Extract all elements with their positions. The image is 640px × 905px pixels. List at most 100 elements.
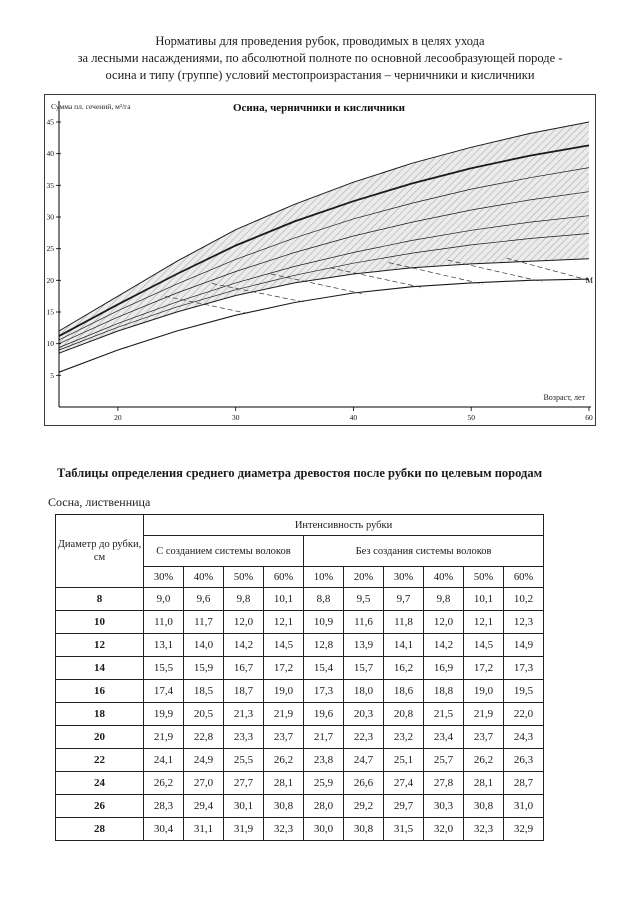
value-cell: 16,2 — [383, 656, 424, 680]
value-cell: 13,1 — [143, 633, 184, 657]
value-cell: 28,7 — [502, 771, 545, 795]
chart-plot-area: 5 10 15 20 25 30 35 40 45 20 30 40 50 60 — [47, 101, 593, 422]
value-cell: 9,7 — [383, 587, 424, 611]
diameter-cell: 16 — [55, 679, 144, 703]
chart-figure: 5 10 15 20 25 30 35 40 45 20 30 40 50 60 Осина, черни… — [44, 94, 596, 426]
diameter-cell: 28 — [55, 817, 144, 841]
value-cell: 18,6 — [383, 679, 424, 703]
value-cell: 20,8 — [383, 702, 424, 726]
section-heading: Таблицы определения среднего диаметра др… — [57, 466, 543, 480]
value-cell: 12,1 — [463, 610, 504, 634]
diameter-cell: 8 — [55, 587, 144, 611]
value-cell: 24,9 — [183, 748, 224, 772]
table-row: 26 28,3 29,4 30,1 30,8 28,0 29,2 29,7 30,3 30,8 31… — [55, 794, 545, 818]
value-cell: 31,0 — [502, 794, 545, 818]
doc-title-line-3: осина и типу (группе) условий местопроиз… — [105, 68, 535, 82]
y-tick-label: 20 — [47, 276, 55, 285]
percent-header-cell: 40% — [423, 566, 464, 588]
value-cell: 27,0 — [183, 771, 224, 795]
y-tick-label: 30 — [47, 213, 55, 222]
value-cell: 14,5 — [463, 633, 504, 657]
value-cell: 15,9 — [183, 656, 224, 680]
percent-header-row: 30% 40% 50% 60% 10% 20% 30% 40% 50% 60% — [56, 566, 545, 588]
value-cell: 24,7 — [343, 748, 384, 772]
value-cell: 21,9 — [263, 702, 304, 726]
cut-trajectory-line — [164, 295, 248, 314]
diameter-cell: 10 — [55, 610, 144, 634]
cut-trajectory-line — [270, 273, 366, 295]
table-row: 12 13,1 14,0 14,2 14,5 12,8 13,9 14,1 14,2 14,5 14… — [55, 633, 545, 657]
value-cell: 20,5 — [183, 702, 224, 726]
value-cell: 14,1 — [383, 633, 424, 657]
value-cell: 32,9 — [502, 817, 545, 841]
value-cell: 9,8 — [223, 587, 264, 611]
value-cell: 24,3 — [502, 725, 545, 749]
value-cell: 14,5 — [263, 633, 304, 657]
diameter-cell: 18 — [55, 702, 144, 726]
curve-upper — [58, 121, 590, 332]
value-cell: 32,3 — [463, 817, 504, 841]
value-cell: 31,1 — [183, 817, 224, 841]
value-cell: 26,6 — [343, 771, 384, 795]
value-cell: 23,4 — [423, 725, 464, 749]
diameter-cell: 24 — [55, 771, 144, 795]
curve-mid5 — [58, 215, 590, 348]
value-cell: 28,3 — [143, 794, 184, 818]
hatched-band — [59, 122, 589, 354]
percent-header-cell: 50% — [463, 566, 504, 588]
curve-main_bold — [58, 144, 590, 337]
value-cell: 17,3 — [502, 656, 545, 680]
value-cell: 14,9 — [502, 633, 545, 657]
table-row: 22 24,1 24,9 25,5 26,2 23,8 24,7 25,1 25,7 26,2 26… — [55, 748, 545, 772]
cut-trajectory-line — [447, 259, 542, 282]
cut-trajectory-line — [329, 267, 425, 289]
diameter-table: Диаметр до рубки, см Интенсивность рубки… — [55, 514, 545, 841]
value-cell: 30,8 — [463, 794, 504, 818]
value-cell: 17,2 — [463, 656, 504, 680]
x-tick-label: 50 — [467, 413, 475, 422]
value-cell: 12,0 — [223, 610, 264, 634]
value-cell: 9,8 — [423, 587, 464, 611]
value-cell: 11,8 — [383, 610, 424, 634]
value-cell: 12,3 — [502, 610, 545, 634]
value-cell: 30,4 — [143, 817, 184, 841]
diameter-cell: 12 — [55, 633, 144, 657]
value-cell: 18,0 — [343, 679, 384, 703]
value-cell: 16,7 — [223, 656, 264, 680]
value-cell: 10,9 — [303, 610, 344, 634]
value-cell: 17,3 — [303, 679, 344, 703]
y-tick-label: 40 — [47, 149, 55, 158]
percent-header-cell: 60% — [263, 566, 304, 588]
value-cell: 27,7 — [223, 771, 264, 795]
species-label: Сосна, лиственница — [48, 495, 151, 509]
value-cell: 20,3 — [343, 702, 384, 726]
value-cell: 29,2 — [343, 794, 384, 818]
value-cell: 21,5 — [423, 702, 464, 726]
value-cell: 30,3 — [423, 794, 464, 818]
value-cell: 25,9 — [303, 771, 344, 795]
value-cell: 18,5 — [183, 679, 224, 703]
value-cell: 18,8 — [423, 679, 464, 703]
value-cell: 27,8 — [423, 771, 464, 795]
diameter-cell: 14 — [55, 656, 144, 680]
x-tick-label: 60 — [585, 413, 593, 422]
value-cell: 19,0 — [263, 679, 304, 703]
curve-mid4 — [58, 191, 590, 345]
y-tick-label: 15 — [47, 308, 55, 317]
value-cell: 28,1 — [463, 771, 504, 795]
y-axis-label: Сумма пл. сечений, м²/га — [51, 102, 131, 111]
value-cell: 21,9 — [143, 725, 184, 749]
y-tick-label: 10 — [47, 339, 55, 348]
value-cell: 30,8 — [263, 794, 304, 818]
table-header-row-1: Диаметр до рубки, см Интенсивность рубки — [55, 514, 545, 588]
value-cell: 21,3 — [223, 702, 264, 726]
value-cell: 11,6 — [343, 610, 384, 634]
percent-header-cell: 30% — [143, 566, 184, 588]
diameter-cell: 26 — [55, 794, 144, 818]
value-cell: 9,0 — [143, 587, 184, 611]
cut-trajectory-line — [212, 283, 307, 303]
doc-title-line-1: Нормативы для проведения рубок, проводим… — [155, 34, 485, 48]
curve-mid3 — [58, 167, 590, 341]
value-cell: 23,7 — [263, 725, 304, 749]
